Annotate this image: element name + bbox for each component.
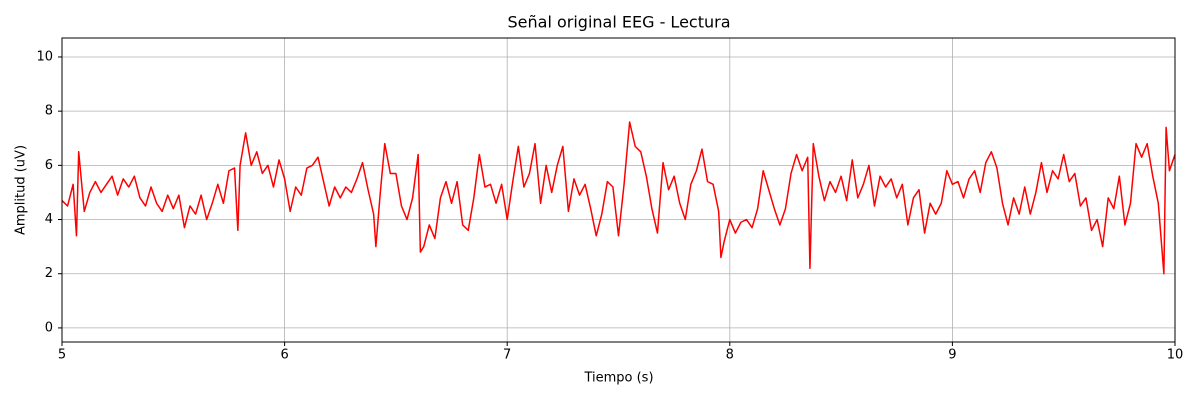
axes-frame — [61, 37, 1176, 343]
chart-title: Señal original EEG - Lectura — [508, 13, 731, 32]
x-tick-label: 6 — [280, 348, 288, 363]
y-tick-label: 4 — [45, 212, 53, 227]
y-tick-label: 0 — [45, 320, 53, 335]
y-tick-label: 6 — [45, 158, 53, 173]
x-tick-label: 7 — [503, 348, 511, 363]
grid — [61, 38, 1176, 342]
y-axis-label: Amplitud (uV) — [14, 145, 29, 235]
x-axis-label: Tiempo (s) — [583, 371, 653, 386]
plot-area — [61, 121, 1176, 275]
y-tick-label: 10 — [36, 49, 53, 64]
x-tick-label: 10 — [1167, 348, 1184, 363]
y-tick-label: 2 — [45, 266, 53, 281]
y-tick-label: 8 — [45, 104, 53, 119]
x-tick-label: 9 — [948, 348, 956, 363]
signal-line — [61, 121, 1176, 275]
x-tick-label: 5 — [58, 348, 66, 363]
x-tick-label: 8 — [726, 348, 734, 363]
